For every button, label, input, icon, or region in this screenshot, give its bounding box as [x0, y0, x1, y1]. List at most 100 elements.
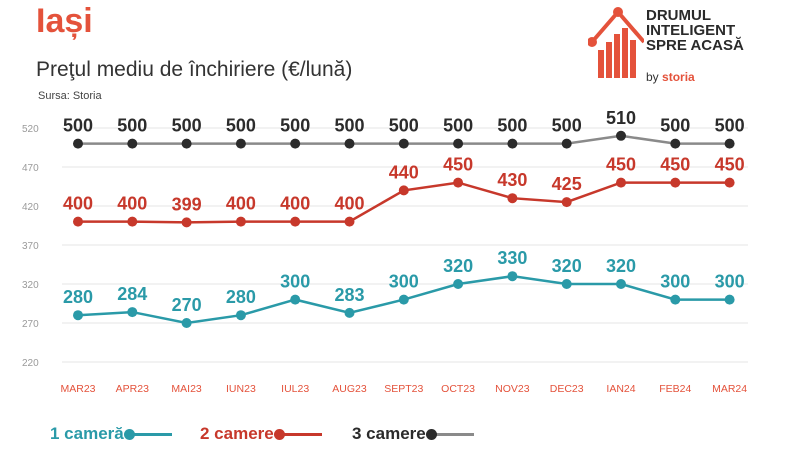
- data-point: [181, 138, 192, 149]
- data-point: [398, 294, 409, 305]
- data-label: 440: [389, 162, 419, 182]
- data-label: 284: [117, 284, 147, 304]
- logo-brand: storia: [662, 70, 695, 84]
- data-point: [344, 138, 355, 149]
- logo-line-2: INTELIGENT: [646, 22, 736, 39]
- data-point: [616, 177, 626, 188]
- legend-swatch: [123, 428, 172, 440]
- data-label: 330: [497, 248, 527, 268]
- line-chart: 220 270 320 370 420 470 520 MAR23 APR23 MAI23 IUN2…: [22, 108, 748, 395]
- data-point: [127, 138, 138, 149]
- data-label: 500: [552, 116, 582, 136]
- data-label: 300: [389, 272, 419, 292]
- data-label: 500: [389, 116, 419, 136]
- chart-subtitle: Preţul mediu de închiriere (€/lună): [36, 58, 353, 81]
- data-label: 425: [552, 174, 582, 194]
- data-label: 300: [280, 272, 310, 292]
- data-label: 450: [660, 155, 690, 175]
- data-label: 500: [497, 116, 527, 136]
- data-label: 500: [63, 116, 93, 136]
- data-label: 320: [443, 256, 473, 276]
- data-point: [616, 130, 626, 141]
- data-point: [290, 138, 301, 149]
- x-tick-label: AUG23: [332, 383, 367, 395]
- data-point: [398, 138, 409, 149]
- y-tick-label: 520: [22, 124, 39, 135]
- data-point: [670, 294, 681, 305]
- legend-item-3-camere: 3 camere: [352, 424, 474, 444]
- data-label: 400: [334, 194, 364, 214]
- data-label: 450: [606, 155, 636, 175]
- data-point: [453, 177, 464, 188]
- data-label: 280: [226, 287, 256, 307]
- data-label: 500: [660, 116, 690, 136]
- data-label: 500: [226, 116, 256, 136]
- data-point: [507, 193, 518, 204]
- data-point: [181, 318, 192, 328]
- data-point: [561, 138, 572, 149]
- y-tick-label: 420: [22, 202, 39, 213]
- x-tick-label: APR23: [116, 383, 149, 395]
- y-tick-label: 270: [22, 319, 39, 330]
- data-label: 430: [497, 170, 527, 190]
- x-tick-label: IUN23: [226, 383, 256, 395]
- legend-item-2-camere: 2 camere: [200, 424, 322, 444]
- data-point: [127, 216, 138, 227]
- y-tick-label: 470: [22, 163, 39, 174]
- legend: 1 cameră 2 camere 3 camere: [0, 424, 800, 448]
- data-point: [73, 310, 83, 321]
- data-label: 500: [443, 116, 473, 136]
- data-label: 283: [334, 285, 364, 305]
- data-label: 450: [715, 155, 745, 175]
- data-label: 500: [334, 116, 364, 136]
- data-label: 510: [606, 108, 636, 128]
- data-label: 280: [63, 287, 93, 307]
- data-point: [507, 138, 518, 149]
- data-point: [724, 177, 735, 188]
- data-label: 400: [117, 194, 147, 214]
- data-label: 300: [660, 272, 690, 292]
- x-tick-label: FEB24: [659, 383, 691, 395]
- data-point: [453, 138, 464, 149]
- logo-line-3: SPRE ACASĂ: [646, 37, 744, 54]
- legend-label: 3 camere: [352, 424, 426, 443]
- data-point: [290, 294, 301, 305]
- data-point: [344, 307, 355, 318]
- logo-by: by: [646, 70, 659, 84]
- data-point: [724, 294, 735, 305]
- data-point: [561, 279, 572, 289]
- data-point: [235, 310, 246, 321]
- data-point: [670, 177, 681, 188]
- data-point: [561, 197, 572, 208]
- data-label: 400: [280, 194, 310, 214]
- y-tick-label: 370: [22, 241, 39, 252]
- data-label: 400: [63, 194, 93, 214]
- data-point: [181, 217, 192, 228]
- x-tick-label: IAN24: [606, 383, 635, 395]
- data-point: [398, 185, 409, 196]
- data-label: 399: [172, 194, 202, 214]
- legend-swatch: [273, 428, 322, 440]
- y-tick-label: 320: [22, 280, 39, 291]
- data-point: [73, 216, 83, 227]
- chart-title: Iași: [36, 2, 93, 40]
- x-tick-label: MAR24: [712, 383, 747, 395]
- data-label: 300: [715, 272, 745, 292]
- logo-line-1: DRUMUL: [646, 7, 711, 24]
- data-point: [73, 138, 83, 149]
- house-chart-icon: [587, 7, 646, 78]
- x-tick-label: OCT23: [441, 383, 475, 395]
- data-label: 500: [280, 116, 310, 136]
- y-tick-label: 220: [22, 358, 39, 369]
- x-tick-label: MAR23: [60, 383, 95, 395]
- x-tick-label: SEPT23: [384, 383, 423, 395]
- data-label: 400: [226, 194, 256, 214]
- source-note: Sursa: Storia: [38, 90, 102, 102]
- data-label: 450: [443, 155, 473, 175]
- data-point: [453, 279, 464, 289]
- data-label: 500: [117, 116, 147, 136]
- data-point: [290, 216, 301, 227]
- legend-item-1-camera: 1 cameră: [50, 424, 172, 444]
- x-tick-label: DEC23: [550, 383, 584, 395]
- data-point: [127, 307, 138, 318]
